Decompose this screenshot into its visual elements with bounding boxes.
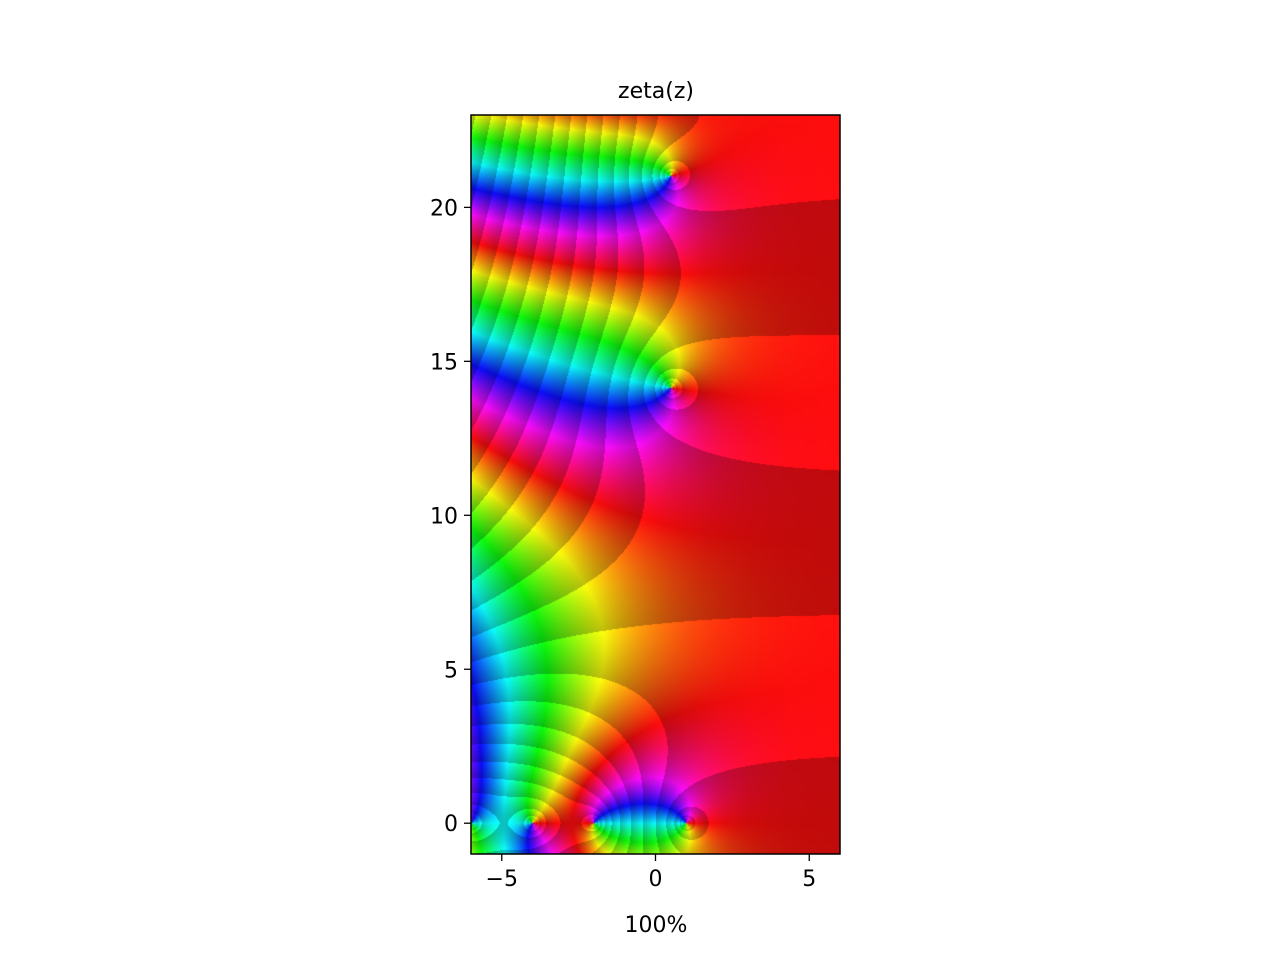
plot-area [470, 114, 841, 855]
x-axis-label: 100% [625, 913, 688, 938]
y-axis: 0 5 10 15 20 [430, 196, 471, 837]
x-axis: −5 0 5 [486, 854, 816, 892]
chart-title: zeta(z) [618, 79, 694, 104]
y-tick-label: 15 [430, 350, 458, 375]
x-tick-label: 0 [649, 867, 663, 892]
y-tick-label: 5 [444, 658, 458, 683]
x-tick-label: 5 [802, 867, 816, 892]
y-tick-label: 10 [430, 504, 458, 529]
x-tick-label: −5 [486, 867, 518, 892]
y-tick-label: 20 [430, 196, 458, 221]
y-tick-label: 0 [444, 812, 458, 837]
heatmap-image [471, 115, 840, 854]
